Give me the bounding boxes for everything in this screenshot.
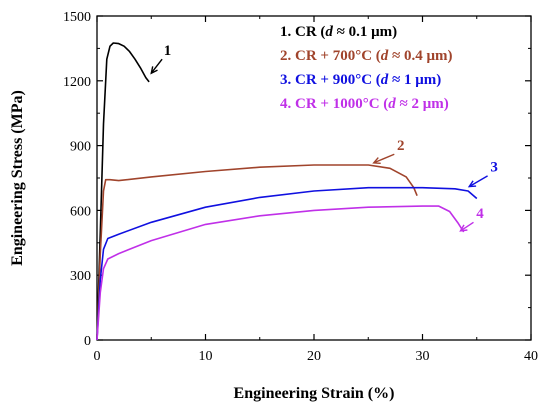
x-tick-label: 10 bbox=[199, 349, 213, 364]
curve-label-1: 1 bbox=[164, 43, 172, 59]
series-line-4 bbox=[96, 205, 465, 341]
legend-entry-1: 1. CR (d ≈ 0.1 μm) bbox=[280, 24, 397, 40]
curve-label-3: 3 bbox=[490, 160, 498, 176]
legend: 1. CR (d ≈ 0.1 μm) 2. CR + 700°C (d ≈ 0.4… bbox=[280, 24, 453, 112]
series-line-3 bbox=[96, 186, 478, 341]
tick-labels: 0 10 20 30 40 0 300 600 900 1200 1500 bbox=[63, 10, 538, 364]
x-tick-label: 20 bbox=[307, 349, 321, 364]
y-tick-label: 0 bbox=[84, 334, 91, 349]
legend-entry-3: 3. CR + 900°C (d ≈ 1 μm) bbox=[280, 72, 441, 88]
y-axis-label: Engineering Stress (MPa) bbox=[9, 90, 26, 266]
curve-pointer-2 bbox=[373, 153, 395, 164]
curve-arrowhead-4 bbox=[459, 224, 468, 232]
y-tick-label: 900 bbox=[70, 140, 91, 155]
curve-pointer-1 bbox=[150, 58, 163, 74]
curve-arrowhead-3 bbox=[467, 180, 477, 188]
curve-label-2: 2 bbox=[397, 138, 405, 154]
series-curves bbox=[96, 42, 478, 341]
curve-pointer-3 bbox=[468, 175, 488, 188]
y-tick-label: 1200 bbox=[63, 75, 91, 90]
x-tick-label: 30 bbox=[416, 349, 430, 364]
x-axis-label: Engineering Strain (%) bbox=[234, 385, 395, 402]
x-tick-label: 0 bbox=[94, 349, 101, 364]
curve-label-4: 4 bbox=[476, 206, 484, 222]
curve-arrowhead-2 bbox=[372, 157, 381, 164]
series-line-1 bbox=[96, 42, 150, 341]
legend-entry-4: 4. CR + 1000°C (d ≈ 2 μm) bbox=[280, 96, 449, 112]
plot-frame bbox=[96, 15, 532, 341]
axis-ticks bbox=[96, 15, 532, 341]
curve-arrowhead-1 bbox=[150, 66, 158, 75]
curve-labels: 1 2 3 4 bbox=[150, 43, 498, 232]
x-tick-label: 40 bbox=[524, 349, 538, 364]
y-tick-label: 300 bbox=[70, 269, 91, 284]
y-tick-label: 1500 bbox=[63, 10, 91, 25]
y-tick-label: 600 bbox=[70, 204, 91, 219]
series-line-2 bbox=[96, 164, 418, 341]
curve-pointer-4 bbox=[460, 221, 474, 232]
legend-entry-2: 2. CR + 700°C (d ≈ 0.4 μm) bbox=[280, 48, 453, 64]
